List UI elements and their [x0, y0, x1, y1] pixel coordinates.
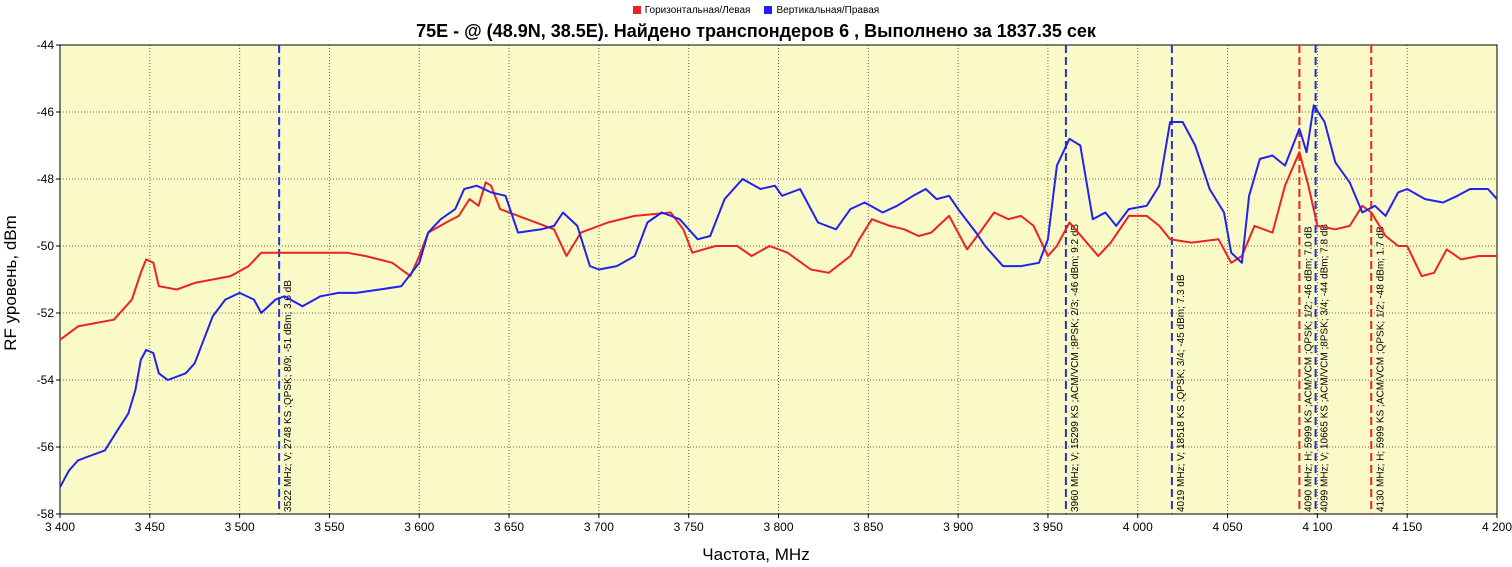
chart-title: 75E - @ (48.9N, 38.5E). Найдено транспон…	[416, 21, 1096, 41]
y-tick-label: -54	[37, 373, 55, 387]
y-tick-label: -58	[37, 507, 55, 521]
x-tick-label: 3 400	[45, 520, 75, 534]
transponder-marker-label: 4130 MHz; H; 5999 KS ;ACM/VCM ;QPSK; 1/2…	[1375, 226, 1386, 512]
x-tick-label: 4 050	[1213, 520, 1243, 534]
x-axis-label: Частота, MHz	[702, 545, 810, 564]
legend: Горизонтальная/Левая Вертикальная/Правая	[0, 3, 1512, 17]
series-line-vertical	[59, 104, 1498, 488]
x-tick-label: 3 700	[584, 520, 614, 534]
y-tick-label: -56	[37, 440, 55, 454]
x-tick-label: 3 800	[763, 520, 793, 534]
x-tick-label: 3 950	[1033, 520, 1063, 534]
y-axis-label: RF уровень, dBm	[1, 215, 20, 351]
x-tick-label: 3 650	[494, 520, 524, 534]
plot-frame	[59, 44, 1498, 515]
x-tick-label: 3 550	[314, 520, 344, 534]
transponder-marker-label: 3960 MHz; V; 15299 KS ;ACM/VCM ;8PSK; 2/…	[1070, 224, 1081, 512]
y-tick-label: -48	[37, 172, 55, 186]
y-tick-label: -46	[37, 105, 55, 119]
y-tick-label: -44	[37, 38, 55, 52]
x-tick-label: 4 100	[1302, 520, 1332, 534]
legend-item-vertical: Вертикальная/Правая	[764, 3, 879, 17]
legend-label-vertical: Вертикальная/Правая	[776, 4, 880, 16]
transponder-marker-label: 3522 MHz; V; 2748 KS ;QPSK; 8/9; -51 dBm…	[283, 280, 294, 512]
legend-swatch-vertical	[764, 6, 773, 14]
series-line-horizontal	[59, 151, 1497, 341]
x-tick-label: 3 450	[135, 520, 165, 534]
x-tick-label: 3 600	[404, 520, 434, 534]
x-tick-label: 4 000	[1123, 520, 1153, 534]
x-tick-label: 3 750	[674, 520, 704, 534]
legend-label-horizontal: Горизонтальная/Левая	[644, 4, 751, 16]
x-tick-label: 3 850	[853, 520, 883, 534]
transponder-marker-label: 4099 MHz; V; 10665 KS ;ACM/VCM ;8PSK; 3/…	[1320, 224, 1331, 512]
transponder-marker-label: 4019 MHz; V; 18518 KS ;QPSK; 3/4; -45 dB…	[1176, 274, 1187, 512]
x-tick-label: 4 150	[1392, 520, 1422, 534]
legend-item-horizontal: Горизонтальная/Левая	[632, 3, 751, 17]
x-tick-label: 3 900	[943, 520, 973, 534]
legend-swatch-horizontal	[632, 6, 641, 14]
y-tick-label: -50	[37, 239, 55, 253]
x-tick-label: 3 500	[225, 520, 255, 534]
transponder-marker-label: 4090 MHz; H; 5999 KS ;ACM/VCM ;QPSK; 1/2…	[1303, 226, 1314, 512]
y-tick-label: -52	[37, 306, 55, 320]
x-tick-label: 4 200	[1482, 520, 1512, 534]
